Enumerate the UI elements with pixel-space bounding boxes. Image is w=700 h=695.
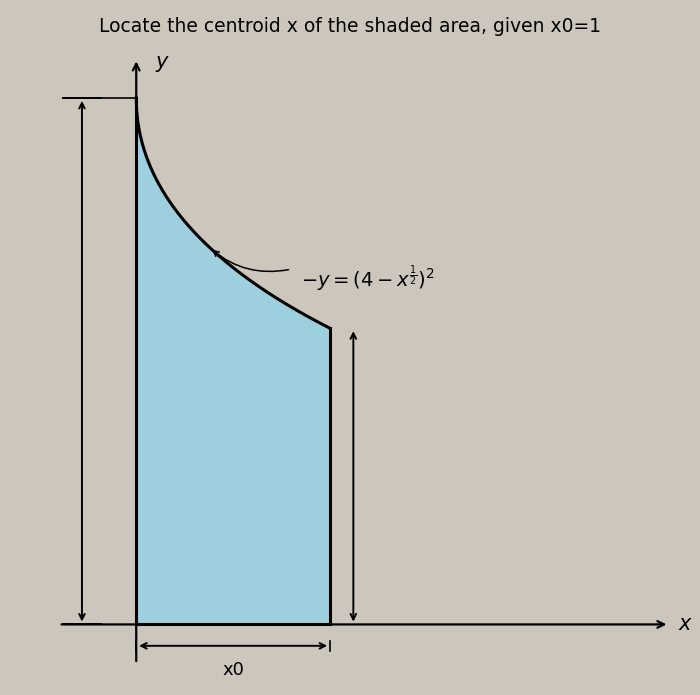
Text: $-y = (4 - x^{\frac{1}{2}})^2$: $-y = (4 - x^{\frac{1}{2}})^2$ bbox=[301, 263, 435, 294]
Text: Locate the centroid x of the shaded area, given x0=1: Locate the centroid x of the shaded area… bbox=[99, 17, 601, 36]
Text: y: y bbox=[155, 52, 168, 72]
Text: x0: x0 bbox=[222, 661, 244, 678]
Text: x: x bbox=[679, 614, 692, 635]
